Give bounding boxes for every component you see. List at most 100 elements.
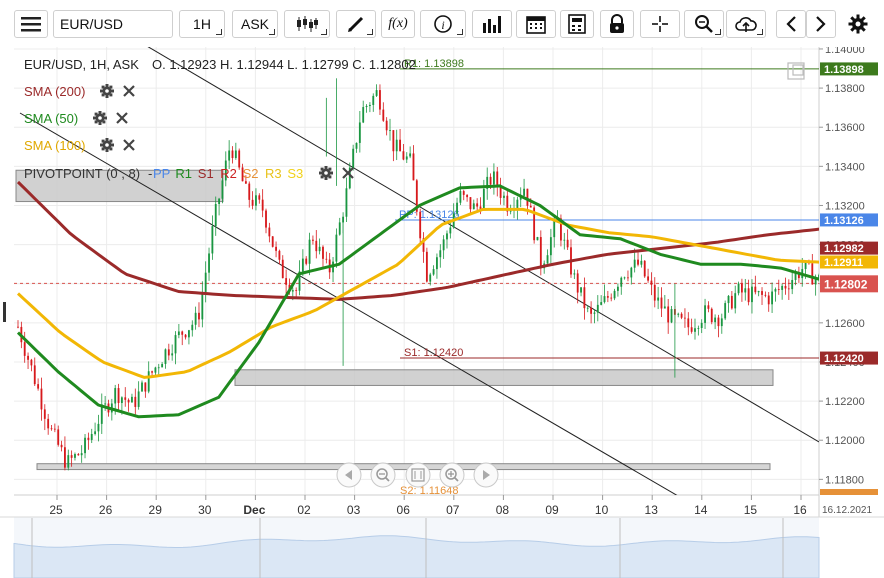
pivot-legend-r1: R1 xyxy=(175,166,192,181)
candle-body xyxy=(506,195,509,212)
candle-body xyxy=(727,295,730,304)
candle-body xyxy=(322,246,324,259)
calculator-icon[interactable] xyxy=(560,10,594,38)
timeframe-selector[interactable]: 1H xyxy=(179,10,225,38)
symbol-selector[interactable]: EUR/USD xyxy=(53,10,173,38)
candle-body xyxy=(596,304,599,313)
sma100-close-icon[interactable] xyxy=(123,139,135,151)
candle-body xyxy=(37,384,40,389)
candle-body xyxy=(623,277,626,279)
bar-chart-icon[interactable] xyxy=(472,10,512,38)
candle-body xyxy=(563,239,566,241)
candle-body xyxy=(164,349,167,364)
candle-body xyxy=(630,267,633,278)
pivot-close-icon[interactable] xyxy=(342,167,354,179)
chevron-right-icon[interactable] xyxy=(806,10,836,38)
candle-body xyxy=(724,303,727,319)
candle-body xyxy=(385,120,388,131)
candle-body xyxy=(278,250,281,260)
candle-body xyxy=(650,280,653,285)
legend-controls[interactable] xyxy=(93,84,354,180)
sma50-settings-gear-icon[interactable] xyxy=(93,111,107,125)
candle-body xyxy=(97,423,100,432)
zoom-out-icon[interactable] xyxy=(370,462,396,488)
candle-body xyxy=(774,289,777,292)
pencil-icon[interactable] xyxy=(336,10,376,38)
candle-body xyxy=(593,312,596,314)
zoom-in-icon[interactable] xyxy=(439,462,465,488)
price-chart[interactable]: R1: 1.13898 PP: 1.13126 S1: 1.12420 S2: 1.1… xyxy=(0,47,884,578)
resize-handle[interactable] xyxy=(3,302,6,322)
dropdown-corner-icon xyxy=(757,29,763,35)
candle-body xyxy=(449,227,452,234)
candle-body xyxy=(667,306,670,323)
candle-body xyxy=(188,330,190,338)
hamburger-menu-icon[interactable] xyxy=(14,10,48,38)
zoom-icon[interactable] xyxy=(684,10,724,38)
candle-body xyxy=(590,307,593,314)
navigation-controls[interactable] xyxy=(336,462,499,488)
sma100-badge-text: 1.12911 xyxy=(824,257,863,269)
candle-body xyxy=(17,326,19,328)
candle-body xyxy=(637,259,639,265)
candle-body xyxy=(818,274,819,278)
reset-zoom-icon[interactable] xyxy=(405,462,431,488)
pivot-settings-gear-icon[interactable] xyxy=(319,166,333,180)
candle-body xyxy=(459,191,462,203)
sma100-settings-gear-icon[interactable] xyxy=(100,138,114,152)
price-type-selector[interactable]: ASK xyxy=(232,10,278,38)
candle-body xyxy=(529,205,532,208)
lock-icon[interactable] xyxy=(600,10,634,38)
candlestick-icon[interactable] xyxy=(284,10,330,38)
pivot-lines: R1: 1.13898 PP: 1.13126 S1: 1.12420 S2: 1.1… xyxy=(14,58,819,497)
sma200-settings-gear-icon[interactable] xyxy=(100,84,114,98)
function-icon[interactable]: f(x) xyxy=(381,10,415,38)
pivot-legend-pp: PP xyxy=(153,166,170,181)
x-tick-label: 14 xyxy=(694,503,708,517)
candle-body xyxy=(84,437,86,454)
candle-body xyxy=(603,296,606,303)
candle-body xyxy=(60,444,63,448)
candle-body xyxy=(764,294,767,296)
candle-body xyxy=(462,191,465,195)
chevron-left-icon[interactable] xyxy=(776,10,806,38)
price-axis: 1.140001.138001.136001.134001.132001.130… xyxy=(819,47,878,495)
candle-body xyxy=(255,195,257,206)
lower-channel-line xyxy=(19,112,678,495)
gear-icon[interactable] xyxy=(842,10,874,38)
sma50-close-icon[interactable] xyxy=(116,112,128,124)
candle-body xyxy=(224,160,227,181)
sma200-close-icon[interactable] xyxy=(123,85,135,97)
candle-body xyxy=(740,283,743,293)
pivot-legend-s3: S3 xyxy=(287,166,303,181)
candle-body xyxy=(281,259,284,279)
candle-body xyxy=(647,276,649,281)
candle-body xyxy=(811,263,814,285)
overview-navigator[interactable] xyxy=(0,516,884,578)
calendar-icon[interactable] xyxy=(516,10,556,38)
candle-body xyxy=(154,367,157,373)
candle-body xyxy=(566,239,569,248)
candle-body xyxy=(114,388,117,404)
cloud-upload-icon[interactable] xyxy=(726,10,766,38)
candle-body xyxy=(295,290,298,291)
candle-body xyxy=(221,180,224,199)
candle-body xyxy=(684,317,686,319)
pivot-label-r1: R1: 1.13898 xyxy=(404,58,464,70)
candle-body xyxy=(345,188,348,217)
x-tick-label: 25 xyxy=(49,503,63,517)
candle-body xyxy=(305,258,308,264)
candle-body xyxy=(744,288,747,293)
candle-body xyxy=(754,286,757,293)
x-tick-label: 15 xyxy=(744,503,758,517)
candle-body xyxy=(553,220,556,238)
fullscreen-icon[interactable] xyxy=(787,62,805,80)
candle-body xyxy=(429,274,432,282)
pan-right-icon[interactable] xyxy=(473,462,499,488)
candle-body xyxy=(285,278,288,285)
info-icon[interactable]: i xyxy=(420,10,466,38)
pan-left-icon[interactable] xyxy=(336,462,362,488)
crosshair-icon[interactable] xyxy=(640,10,680,38)
candle-body xyxy=(663,306,666,309)
candle-body xyxy=(422,238,425,252)
